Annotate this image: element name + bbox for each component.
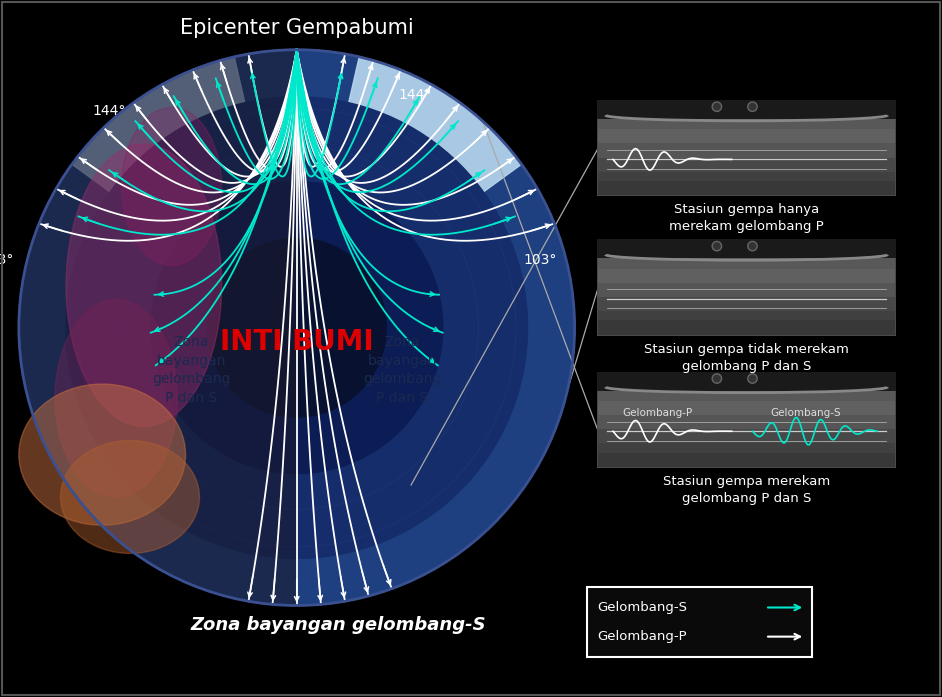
Wedge shape	[72, 57, 297, 328]
Wedge shape	[297, 57, 522, 328]
Circle shape	[748, 102, 757, 112]
Circle shape	[207, 238, 386, 417]
Text: Zona bayangan gelombang-S: Zona bayangan gelombang-S	[190, 615, 486, 634]
Bar	[598, 453, 895, 467]
Text: Gelombang-S: Gelombang-S	[771, 408, 841, 418]
Text: Gelombang-P: Gelombang-P	[623, 408, 692, 418]
Text: Gelombang-P: Gelombang-P	[596, 630, 687, 643]
Text: Stasiun gempa merekam
gelombang P dan S: Stasiun gempa merekam gelombang P dan S	[663, 475, 830, 505]
FancyBboxPatch shape	[597, 386, 896, 468]
Text: Zona
bayangan
gelombang
P dan S: Zona bayangan gelombang P dan S	[363, 335, 442, 404]
Bar	[598, 268, 895, 283]
Bar	[598, 297, 895, 311]
Circle shape	[712, 102, 722, 112]
Bar	[598, 283, 895, 297]
Bar	[598, 118, 895, 130]
Bar	[598, 257, 895, 268]
Text: 144°: 144°	[92, 104, 125, 118]
Bar	[598, 401, 895, 415]
Text: Zona
bayangan
gelombang
P dan S: Zona bayangan gelombang P dan S	[152, 335, 231, 404]
Text: INTI BUMI: INTI BUMI	[219, 328, 374, 355]
Text: 144°: 144°	[398, 88, 431, 102]
Bar	[598, 443, 895, 453]
FancyBboxPatch shape	[597, 372, 896, 391]
FancyBboxPatch shape	[597, 100, 896, 119]
Ellipse shape	[55, 300, 177, 497]
Bar	[598, 130, 895, 144]
Bar	[598, 144, 895, 158]
Circle shape	[151, 182, 443, 473]
Circle shape	[66, 97, 528, 558]
Circle shape	[712, 374, 722, 383]
Text: Stasiun gempa hanya
merekam gelombang P: Stasiun gempa hanya merekam gelombang P	[669, 203, 824, 233]
Circle shape	[19, 49, 575, 606]
Text: Epicenter Gempabumi: Epicenter Gempabumi	[180, 18, 414, 38]
Text: Stasiun gempa tidak merekam
gelombang P dan S: Stasiun gempa tidak merekam gelombang P …	[644, 342, 849, 373]
Bar	[598, 171, 895, 181]
Bar	[598, 311, 895, 321]
Circle shape	[712, 241, 722, 251]
Bar	[598, 429, 895, 443]
FancyBboxPatch shape	[597, 240, 896, 259]
Ellipse shape	[122, 107, 221, 266]
Bar	[598, 390, 895, 401]
Bar	[598, 415, 895, 429]
Circle shape	[748, 241, 757, 251]
Ellipse shape	[19, 384, 186, 526]
Circle shape	[748, 374, 757, 383]
FancyBboxPatch shape	[597, 114, 896, 196]
FancyBboxPatch shape	[587, 587, 812, 657]
Text: Gelombang-S: Gelombang-S	[596, 601, 687, 614]
Wedge shape	[19, 49, 297, 606]
Text: 103°: 103°	[0, 253, 14, 267]
FancyBboxPatch shape	[597, 254, 896, 335]
Ellipse shape	[66, 144, 221, 427]
Bar	[598, 158, 895, 171]
Bar	[598, 181, 895, 195]
Ellipse shape	[60, 441, 200, 553]
Text: 103°: 103°	[524, 253, 557, 267]
Bar	[598, 321, 895, 335]
